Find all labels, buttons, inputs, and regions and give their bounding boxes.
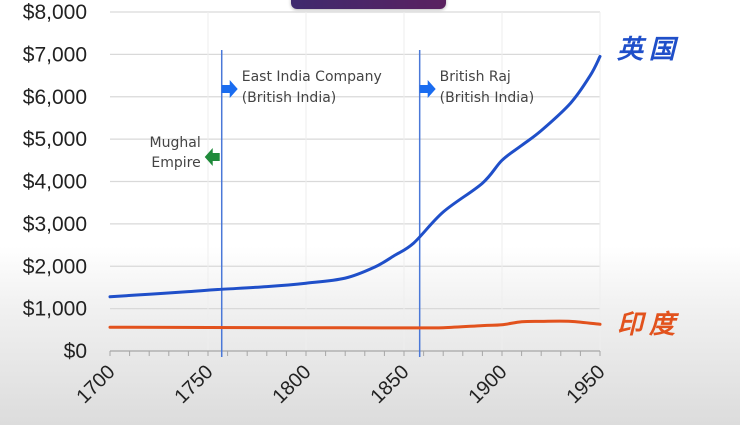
y-tick-label: $5,000: [23, 128, 87, 151]
y-tick-label: $4,000: [23, 171, 87, 194]
series-line-uk: [108, 54, 602, 299]
x-tick-label: 1700: [73, 361, 120, 408]
event-label: British Raj: [440, 69, 511, 85]
y-tick-label: $0: [64, 340, 87, 363]
legend-label-india: 印度: [617, 310, 681, 340]
gridlines: [110, 11, 601, 351]
x-axis: 1700 1750 1800 1850 1900 1950: [73, 350, 610, 408]
x-tick-label: 1850: [367, 361, 414, 408]
x-tick-label: 1750: [171, 361, 218, 408]
x-tick-label: 1900: [465, 361, 512, 408]
y-tick-label: $6,000: [23, 86, 87, 109]
arrow-right-icon: [419, 80, 436, 98]
event-label: (British India): [440, 90, 535, 106]
series-lines: [108, 54, 602, 330]
y-tick-label: $7,000: [23, 43, 87, 66]
y-tick-label: $3,000: [23, 213, 87, 236]
event-label: East India Company: [242, 69, 382, 85]
event-label: Mughal: [150, 135, 201, 151]
legend-label-uk: 英国: [617, 35, 681, 65]
series-line-india: [108, 319, 602, 330]
y-tick-label: $8,000: [23, 1, 87, 24]
event-label: (British India): [242, 90, 337, 106]
y-tick-label: $2,000: [23, 255, 87, 278]
arrow-left-icon: [204, 148, 220, 166]
y-tick-label: $1,000: [23, 298, 87, 321]
event-label: Empire: [151, 155, 200, 171]
overlay-banner: [291, 0, 446, 9]
x-tick-label: 1950: [563, 361, 610, 408]
arrow-right-icon: [221, 80, 238, 98]
x-tick-label: 1800: [269, 361, 316, 408]
y-axis-labels: $0 $1,000 $2,000 $3,000 $4,000 $5,000 $6,000 $7…: [23, 1, 87, 363]
event-markers: East India Company (British India) Mughal E…: [150, 50, 535, 357]
